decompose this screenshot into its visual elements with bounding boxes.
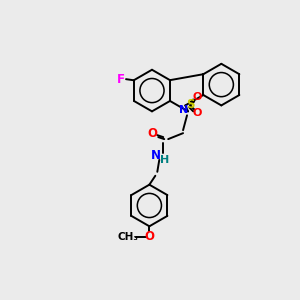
Text: O: O bbox=[144, 230, 154, 243]
Text: F: F bbox=[117, 73, 125, 86]
Text: S: S bbox=[186, 98, 194, 111]
Text: O: O bbox=[147, 127, 158, 140]
Text: N: N bbox=[151, 149, 161, 162]
Text: CH₃: CH₃ bbox=[117, 232, 138, 242]
Text: N: N bbox=[179, 105, 189, 116]
Text: H: H bbox=[160, 155, 169, 165]
Text: O: O bbox=[193, 92, 202, 103]
Text: O: O bbox=[193, 108, 202, 118]
